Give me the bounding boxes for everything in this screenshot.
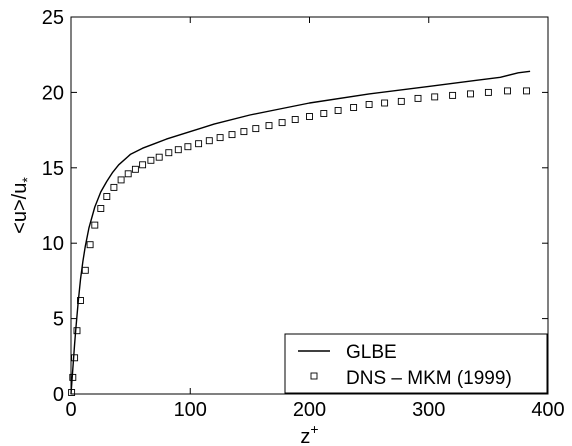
dns-point (124, 170, 132, 178)
dns-point (103, 193, 111, 200)
dns-point (97, 205, 105, 212)
dns-point (165, 149, 173, 157)
x-tick-label: 100 (174, 399, 207, 421)
dns-point (139, 161, 147, 169)
y-tick-label: 10 (42, 233, 64, 255)
dns-point (91, 221, 99, 229)
dns-point (174, 146, 182, 154)
dns-point (334, 107, 342, 114)
y-tick-label: 20 (42, 82, 64, 104)
dns-point (291, 116, 299, 123)
dns-point (81, 266, 89, 274)
dns-point (131, 165, 139, 173)
axis-ticks: 0 100 200 300 400 0 5 10 15 20 25 (42, 7, 565, 421)
dns-point (69, 373, 77, 381)
y-tick-label: 15 (42, 158, 64, 180)
y-tick-label: 25 (42, 7, 64, 29)
dns-point (195, 140, 203, 148)
y-tick-label: 5 (53, 309, 64, 331)
dns-point (504, 87, 511, 95)
dns-point (523, 87, 530, 95)
x-axis-title: z+ (300, 421, 318, 446)
dns-point (278, 119, 286, 127)
dns-point (73, 327, 81, 335)
dns-point (414, 94, 422, 102)
dns-point (320, 110, 328, 117)
dns-point (110, 183, 118, 191)
dns-point (397, 97, 405, 105)
dns-point (117, 176, 125, 184)
dns-point (228, 131, 236, 139)
dns-point (381, 99, 389, 107)
legend: GLBE DNS – MKM (1999) (284, 333, 548, 394)
dns-point (184, 143, 192, 151)
dns-point (484, 88, 492, 96)
dns-point (350, 104, 358, 111)
dns-point (68, 389, 76, 396)
dns-point (240, 128, 248, 136)
dns-point (205, 137, 213, 145)
x-tick-label: 200 (293, 399, 326, 421)
series-line-glbe (70, 70, 531, 395)
dns-point (467, 90, 474, 98)
legend-label-glbe: GLBE (346, 342, 397, 363)
dns-point (155, 153, 163, 161)
x-tick-label: 300 (412, 399, 445, 421)
dns-point (216, 134, 224, 142)
legend-marker-sample (310, 372, 318, 380)
dns-point (431, 93, 439, 101)
x-tick-label: 0 (65, 399, 76, 421)
dns-point (86, 241, 94, 249)
dns-point (306, 113, 313, 120)
legend-label-dns: DNS – MKM (1999) (346, 368, 512, 389)
dns-point (365, 101, 373, 108)
dns-point (77, 297, 84, 304)
dns-point (147, 156, 155, 164)
y-tick-label: 0 (53, 384, 64, 406)
x-tick-label: 400 (531, 399, 564, 421)
plot-marks (68, 70, 531, 396)
dns-point (449, 91, 457, 99)
y-axis-title: <u>/u* (9, 177, 35, 234)
legend-box (284, 333, 548, 394)
dns-point (71, 354, 79, 362)
dns-point (265, 122, 273, 130)
dns-point (252, 125, 260, 133)
